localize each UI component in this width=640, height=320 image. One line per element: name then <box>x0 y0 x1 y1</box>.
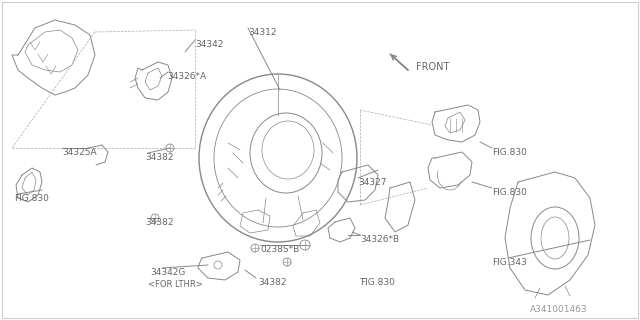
Text: 34382: 34382 <box>258 278 287 287</box>
Text: 34325A: 34325A <box>62 148 97 157</box>
Text: 34382: 34382 <box>145 153 173 162</box>
Text: FIG.343: FIG.343 <box>492 258 527 267</box>
Text: FIG.830: FIG.830 <box>360 278 395 287</box>
Text: 34326*B: 34326*B <box>360 235 399 244</box>
Text: FRONT: FRONT <box>416 62 449 72</box>
Text: 34382: 34382 <box>145 218 173 227</box>
Text: 34312: 34312 <box>248 28 276 37</box>
Text: 0238S*B: 0238S*B <box>260 245 300 254</box>
Text: A341001463: A341001463 <box>530 305 588 314</box>
Text: 34327: 34327 <box>358 178 387 187</box>
Text: FIG.830: FIG.830 <box>492 188 527 197</box>
Text: FIG.830: FIG.830 <box>492 148 527 157</box>
Text: 34342: 34342 <box>195 40 223 49</box>
Text: 34342G: 34342G <box>150 268 186 277</box>
Text: FIG.830: FIG.830 <box>14 194 49 203</box>
Text: 34326*A: 34326*A <box>167 72 206 81</box>
Text: <FOR LTHR>: <FOR LTHR> <box>148 280 203 289</box>
